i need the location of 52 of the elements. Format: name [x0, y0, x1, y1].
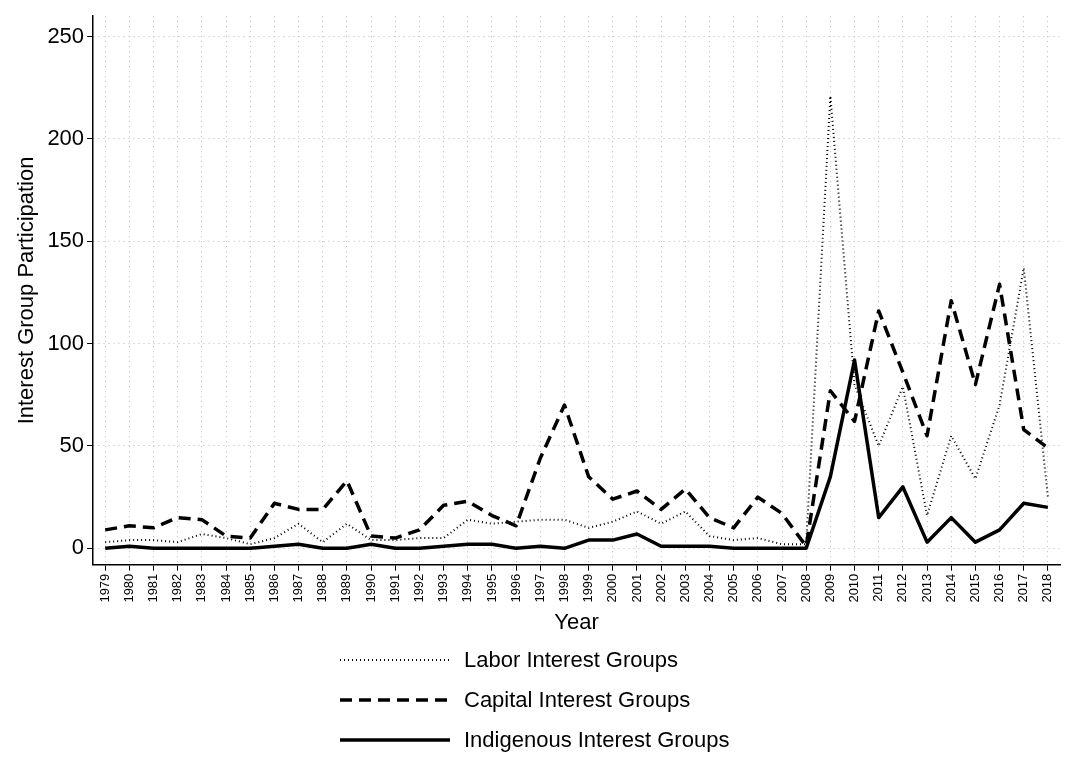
y-tick-label: 150 [47, 227, 85, 253]
x-tick-label: 1994 [459, 573, 475, 603]
x-tick-label: 1992 [411, 573, 427, 603]
x-tick-label: 1986 [265, 573, 281, 603]
x-tick-label: 1984 [217, 573, 233, 603]
y-tick-label: 100 [47, 329, 85, 355]
x-axis-title: Year [554, 608, 599, 634]
x-tick-label: 2013 [918, 573, 934, 603]
line-series [104, 95, 1049, 546]
x-tick-label: 1998 [556, 573, 572, 603]
y-tick-label: 250 [47, 22, 85, 48]
x-tick-label: 2000 [604, 573, 620, 603]
legend-label: Indigenous Interest Groups [464, 727, 730, 753]
x-tick-label: 2015 [966, 573, 982, 603]
x-tick-label: 1987 [290, 573, 306, 603]
x-tick-label: 1996 [507, 573, 523, 603]
y-tick-label: 200 [47, 125, 85, 151]
x-tick-label: 1999 [580, 573, 596, 603]
x-tick-label: 2006 [749, 573, 765, 603]
x-tick-label: 2008 [797, 573, 813, 603]
x-tick-label: 2012 [894, 573, 910, 603]
x-tick-label: 1982 [169, 573, 185, 603]
x-tick-label: 2001 [628, 573, 644, 603]
x-tick-label: 2016 [991, 573, 1007, 603]
x-tick-label: 1995 [483, 573, 499, 603]
x-tick-label: 1980 [120, 573, 136, 603]
x-tick-label: 1993 [435, 573, 451, 603]
x-tick-label: 2010 [846, 573, 862, 603]
x-tick-label: 2004 [701, 573, 717, 603]
x-tick-label: 2003 [676, 573, 692, 603]
x-tick-label: 1991 [386, 573, 402, 603]
x-tick-label: 2009 [821, 573, 837, 603]
x-tick-label: 1997 [531, 573, 547, 603]
x-tick-label: 2011 [870, 573, 886, 602]
x-tick-label: 1988 [314, 573, 330, 603]
x-tick-label: 1985 [241, 573, 257, 603]
x-tick-label: 2005 [725, 573, 741, 603]
x-tick-label: 2017 [1015, 573, 1031, 603]
y-tick-label: 50 [59, 432, 85, 458]
x-tick-label: 1981 [145, 573, 161, 603]
y-axis-title: Interest Group Participation [13, 156, 39, 425]
x-tick-label: 2018 [1039, 573, 1055, 603]
x-tick-label: 1989 [338, 573, 354, 603]
x-tick-label: 2014 [942, 573, 958, 603]
x-tick-label: 2002 [652, 573, 668, 603]
y-tick-label: 0 [71, 534, 85, 560]
x-tick-label: 1979 [96, 573, 112, 603]
x-tick-label: 1990 [362, 573, 378, 603]
legend-label: Capital Interest Groups [464, 687, 691, 713]
x-tick-label: 2007 [773, 573, 789, 603]
x-tick-label: 1983 [193, 573, 209, 603]
legend-label: Labor Interest Groups [464, 647, 679, 673]
